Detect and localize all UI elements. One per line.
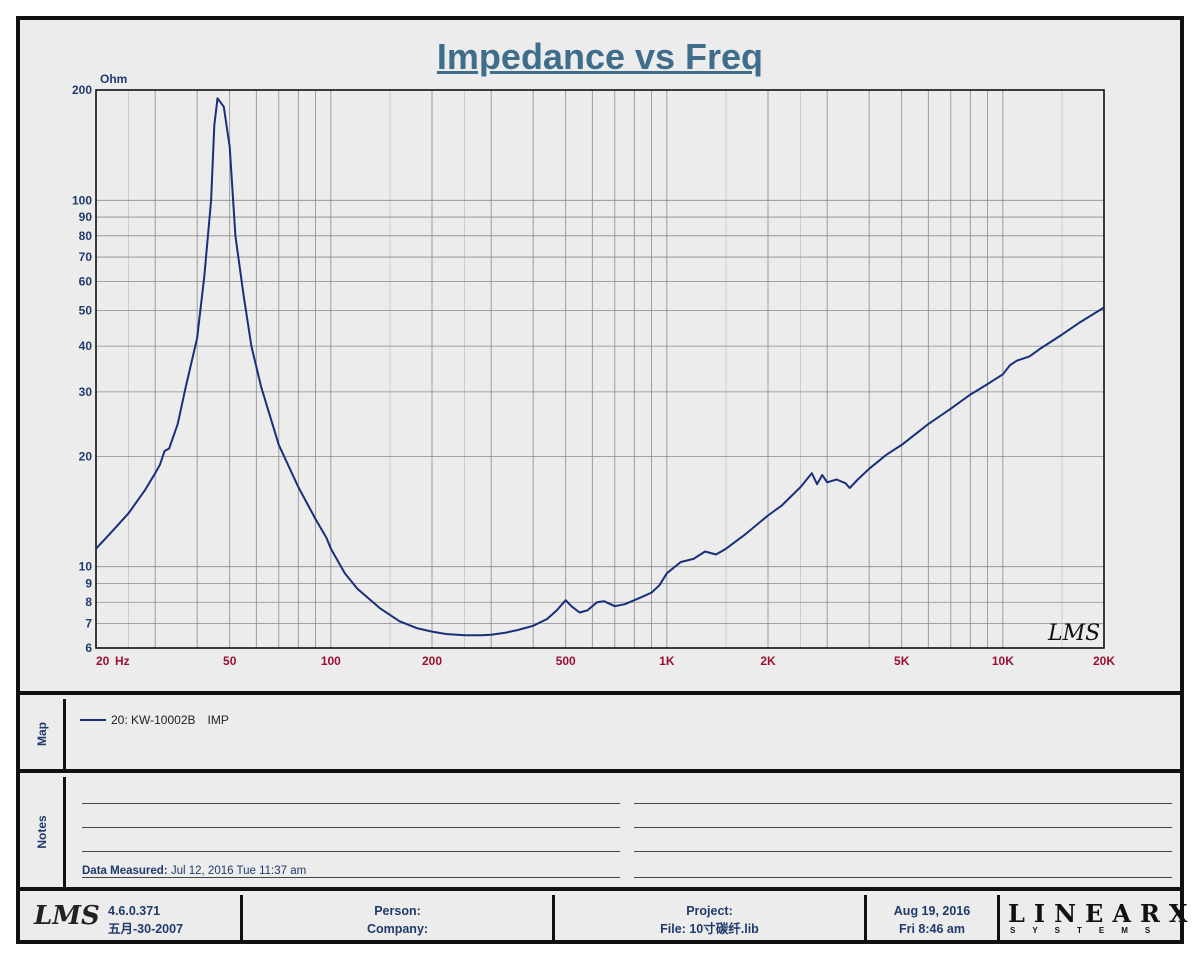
map-label: Map (34, 722, 49, 746)
version-date: 五月-30-2007 (108, 922, 184, 936)
grid-lines (95, 89, 1105, 649)
y-tick-label: 6 (85, 641, 92, 655)
footer-bar: LMS 4.6.0.371 五月-30-2007 Person: Company… (20, 895, 1188, 940)
notes-label: Notes (34, 815, 49, 849)
note-line (82, 803, 620, 804)
y-tick-label: 80 (79, 229, 93, 243)
x-tick-label: 10K (992, 654, 1014, 668)
note-line (634, 803, 1172, 804)
person-cell: Person: Company: (243, 895, 555, 940)
impedance-chart: 6 7 8 9 10 20 30 40 50 60 70 80 90 100 200 20 50 100 200 50… (72, 72, 1115, 668)
version-cell: LMS 4.6.0.371 五月-30-2007 (20, 895, 243, 940)
y-tick-label: 8 (85, 595, 92, 609)
x-tick-label: 5K (894, 654, 910, 668)
y-tick-label: 50 (79, 304, 93, 318)
impedance-curve (95, 97, 1105, 637)
linearx-logo: LINEARX (1008, 899, 1197, 928)
y-tick-label: 60 (79, 275, 93, 289)
file-label: File: 10寸碳纤.lib (660, 922, 759, 936)
x-tick-label: 1K (659, 654, 675, 668)
note-line (82, 827, 620, 828)
project-label: Project: (686, 904, 733, 918)
lms-logo: LMS (34, 901, 100, 931)
legend-entry: 20: KW-10002B IMP (80, 713, 229, 727)
notes-panel: Notes Data Measured: Jul 12, 2016 Tue 11… (20, 777, 1180, 891)
y-tick-label: 70 (79, 250, 93, 264)
note-line (82, 877, 620, 878)
x-tick-label: 100 (321, 654, 341, 668)
chart-panel: Impedance vs Freq 6 7 8 9 10 20 30 40 50 60 70 80 90… (20, 20, 1180, 695)
x-tick-label: 50 (223, 654, 237, 668)
report-date: Aug 19, 2016 (893, 904, 971, 918)
report-frame: Impedance vs Freq 6 7 8 9 10 20 30 40 50 60 70 80 90… (16, 16, 1188, 944)
x-tick-label: 2K (760, 654, 776, 668)
y-tick-label: 90 (79, 210, 93, 224)
legend-series-name: 20: KW-10002B (111, 713, 196, 727)
note-line (634, 877, 1172, 878)
notes-side-label: Notes (20, 777, 66, 887)
note-line (634, 851, 1172, 852)
map-panel: Map 20: KW-10002B IMP (20, 699, 1180, 773)
y-tick-label: 9 (85, 576, 92, 590)
note-line (634, 827, 1172, 828)
project-cell: Project: File: 10寸碳纤.lib (555, 895, 867, 940)
x-axis-unit: Hz (115, 654, 130, 668)
x-tick-label: 20K (1093, 654, 1115, 668)
data-measured: Data Measured: Jul 12, 2016 Tue 11:37 am (82, 865, 306, 877)
axis-ticks: 6 7 8 9 10 20 30 40 50 60 70 80 90 100 200 20 50 100 200 50… (72, 83, 1115, 668)
y-tick-label: 200 (72, 83, 92, 97)
y-tick-label: 7 (85, 616, 92, 630)
report-time: Fri 8:46 am (898, 922, 965, 936)
plot-border (95, 89, 1105, 649)
person-label: Person: (374, 904, 421, 918)
company-label: Company: (366, 922, 429, 936)
y-tick-label: 40 (79, 339, 93, 353)
x-tick-label: 500 (556, 654, 576, 668)
x-tick-label: 20 (96, 654, 110, 668)
x-tick-label: 200 (422, 654, 442, 668)
y-tick-label: 100 (72, 193, 92, 207)
legend-measurement: IMP (207, 713, 229, 727)
map-side-label: Map (20, 699, 66, 769)
y-tick-label: 10 (79, 560, 93, 574)
brand-cell: LINEARX SYSTEMS (1000, 895, 1188, 940)
chart-title: Impedance vs Freq (436, 36, 764, 77)
note-line (82, 851, 620, 852)
legend-swatch (80, 719, 106, 721)
measured-label: Data Measured: (82, 865, 168, 877)
lms-watermark: LMS (1047, 621, 1100, 646)
series-layer (95, 97, 1105, 637)
measured-value: Jul 12, 2016 Tue 11:37 am (170, 865, 307, 877)
version-number: 4.6.0.371 (108, 904, 161, 918)
date-cell: Aug 19, 2016 Fri 8:46 am (867, 895, 1000, 940)
y-axis-unit: Ohm (100, 72, 127, 86)
linearx-subtitle: SYSTEMS (1010, 926, 1168, 935)
y-tick-label: 20 (79, 449, 93, 463)
y-tick-label: 30 (79, 385, 93, 399)
